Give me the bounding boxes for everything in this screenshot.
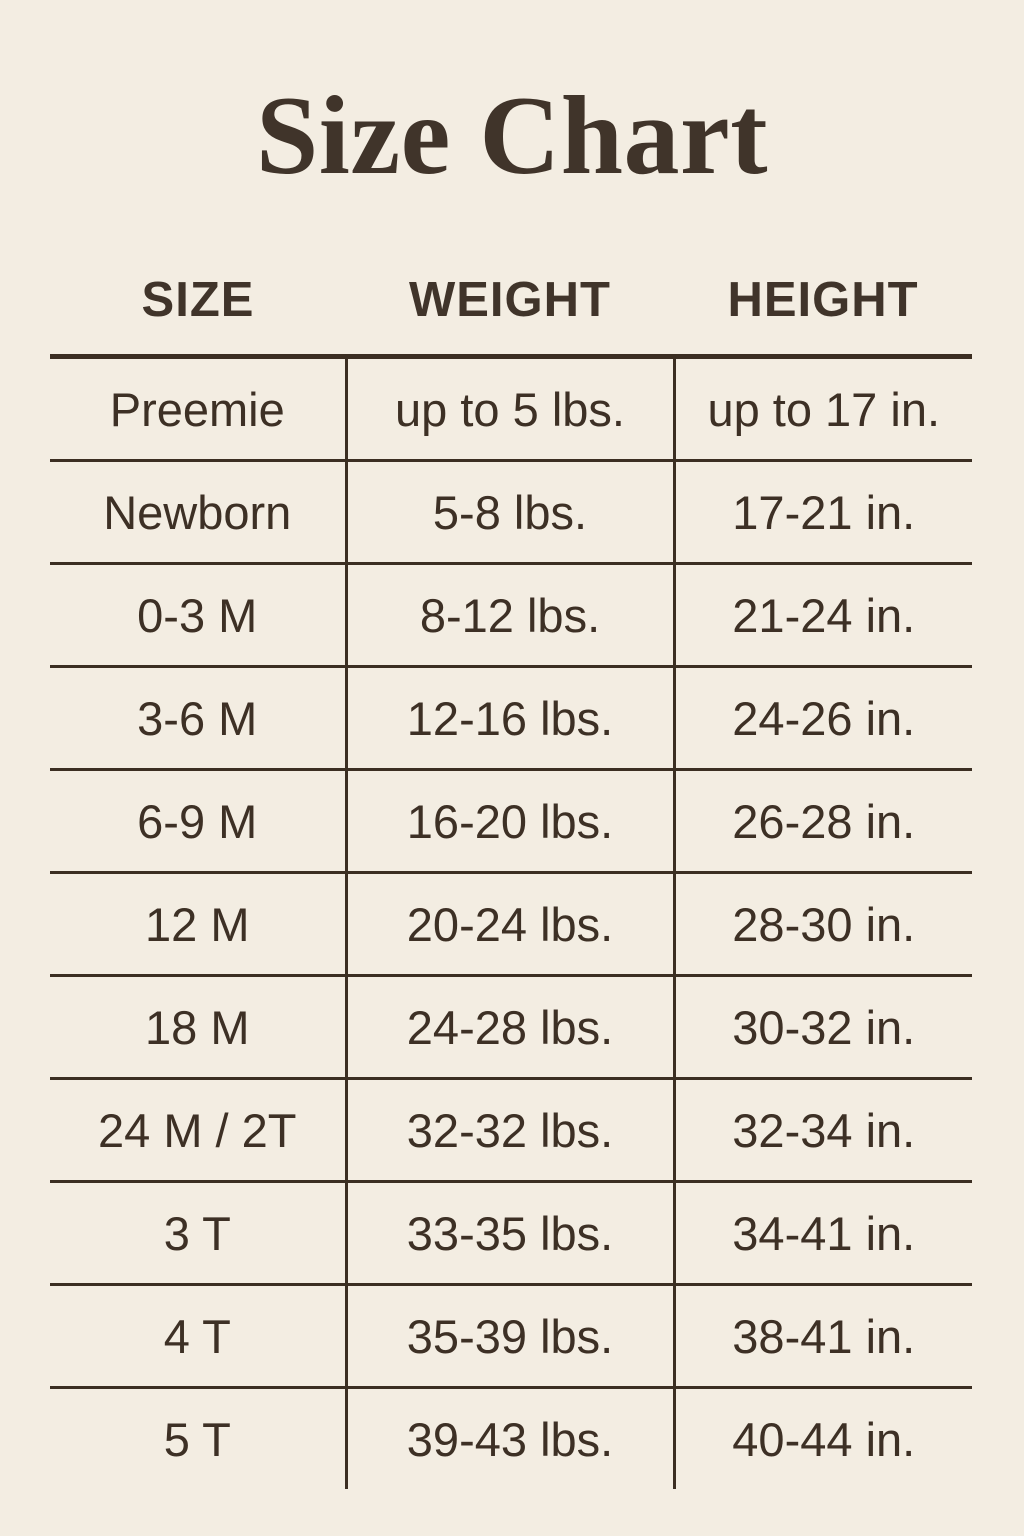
column-header-weight: WEIGHT (409, 273, 611, 327)
cell-weight: 16-20 lbs. (346, 769, 676, 874)
table-row: 0-3 M 8-12 lbs. 21-24 in. (50, 563, 972, 668)
table-row: 18 M 24-28 lbs. 30-32 in. (50, 975, 972, 1080)
table-row: 12 M 20-24 lbs. 28-30 in. (50, 872, 972, 977)
cell-size: 24 M / 2T (50, 1078, 348, 1183)
cell-height: 21-24 in. (674, 563, 972, 668)
cell-size: 12 M (50, 872, 348, 977)
cell-height: 40-44 in. (732, 1412, 916, 1466)
page-title: Size Chart (255, 74, 768, 198)
cell-weight: 35-39 lbs. (346, 1284, 676, 1389)
cell-height: 17-21 in. (674, 460, 972, 565)
cell-weight: 12-16 lbs. (346, 666, 676, 771)
table-header-row: SIZE WEIGHT HEIGHT (50, 272, 972, 357)
table-body: Preemie up to 5 lbs. up to 17 in. Newbor… (50, 356, 972, 1489)
cell-weight: 8-12 lbs. (346, 563, 676, 668)
cell-weight: 24-28 lbs. (346, 975, 676, 1080)
table-header: SIZE WEIGHT HEIGHT (50, 272, 972, 357)
cell-weight: 39-43 lbs. (346, 1387, 676, 1489)
cell-height: 24-26 in. (674, 666, 972, 771)
cell-height: 34-41 in. (674, 1181, 972, 1286)
size-table: SIZE WEIGHT HEIGHT Preemie up to 5 lbs. … (50, 272, 972, 1489)
cell-height: 38-41 in. (674, 1284, 972, 1389)
table-row: 3-6 M 12-16 lbs. 24-26 in. (50, 666, 972, 771)
cell-size: 3-6 M (50, 666, 348, 771)
table-row: 6-9 M 16-20 lbs. 26-28 in. (50, 769, 972, 874)
table-row: Newborn 5-8 lbs. 17-21 in. (50, 460, 972, 565)
cell-height: 28-30 in. (674, 872, 972, 977)
table-row: 4 T 35-39 lbs. 38-41 in. (50, 1284, 972, 1389)
table-row: 3 T 33-35 lbs. 34-41 in. (50, 1181, 972, 1286)
cell-size: Preemie (50, 356, 348, 462)
cell-size: 18 M (50, 975, 348, 1080)
cell-height: 26-28 in. (674, 769, 972, 874)
table-row: Preemie up to 5 lbs. up to 17 in. (50, 356, 972, 462)
cell-size: Newborn (50, 460, 348, 565)
cell-height: 32-34 in. (674, 1078, 972, 1183)
cell-size: 6-9 M (50, 769, 348, 874)
cell-size: 5 T (50, 1387, 348, 1489)
cell-weight: 33-35 lbs. (346, 1181, 676, 1286)
size-table-container: SIZE WEIGHT HEIGHT Preemie up to 5 lbs. … (50, 272, 972, 1489)
cell-size: 4 T (50, 1284, 348, 1389)
column-header-size: SIZE (141, 273, 255, 327)
cell-height: up to 17 in. (674, 356, 972, 462)
cell-height: 30-32 in. (674, 975, 972, 1080)
cell-size: 3 T (50, 1181, 348, 1286)
cell-size: 0-3 M (50, 563, 348, 668)
cell-weight: 32-32 lbs. (346, 1078, 676, 1183)
cell-weight: 5-8 lbs. (346, 460, 676, 565)
cell-weight: up to 5 lbs. (346, 356, 676, 462)
table-row: 5 T 39-43 lbs. 40-44 in. (50, 1387, 972, 1489)
cell-weight: 20-24 lbs. (346, 872, 676, 977)
column-header-height: HEIGHT (727, 273, 919, 327)
table-row: 24 M / 2T 32-32 lbs. 32-34 in. (50, 1078, 972, 1183)
